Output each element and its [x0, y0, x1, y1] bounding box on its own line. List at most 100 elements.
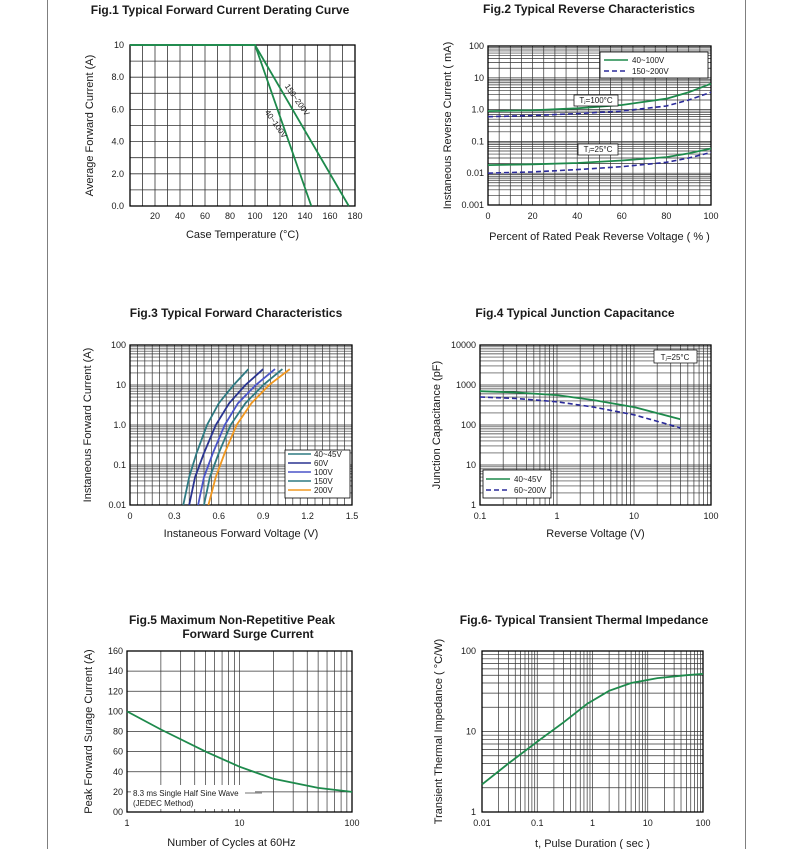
legend-label: 40~100V	[632, 56, 665, 65]
chart-title: Fig.5 Maximum Non-Repetitive Peak	[129, 613, 335, 627]
y-tick-label: 0.0	[111, 201, 124, 211]
chart-subtitle: Forward Surge Current	[182, 627, 313, 641]
y-tick-label: 10	[466, 727, 476, 737]
x-tick-label: 100	[247, 211, 262, 221]
plot-frame	[479, 344, 712, 506]
curve-label: 40~100V	[263, 108, 289, 140]
x-axis-label: Instaneous Forward Voltage (V)	[164, 528, 319, 540]
x-tick-label: 10	[643, 818, 653, 828]
x-axis-label: Case Temperature (°C)	[186, 229, 299, 241]
plot-frame	[129, 344, 353, 506]
y-axis-label: Junction Capacitance (pF)	[431, 361, 443, 489]
legend-box	[131, 785, 255, 809]
y-tick-label: 40	[113, 767, 123, 777]
legend-label: 150V	[314, 477, 333, 486]
plot-frame	[487, 45, 712, 206]
series-line-2	[479, 396, 681, 429]
x-tick-label: 100	[695, 818, 710, 828]
chart-title: Fig.2 Typical Reverse Characteristics	[483, 2, 695, 16]
y-tick-label: 0.001	[461, 200, 484, 210]
page-border-right	[745, 0, 746, 849]
legend-box	[482, 469, 552, 499]
series-line-2	[188, 368, 264, 506]
series-line-1	[481, 673, 704, 786]
x-tick-label: 10	[234, 818, 244, 828]
y-tick-label: 120	[108, 686, 123, 696]
series-line-3	[487, 147, 712, 166]
plot-frame	[481, 650, 704, 813]
chart-fig5: 1 10 100 00 20 40 60 80 100 120 140 160 Fig.5 Maximu…	[83, 613, 360, 849]
x-tick-label: 0.6	[213, 511, 226, 521]
annotation-label: Tⱼ=100°C	[579, 96, 613, 105]
y-tick-label: 100	[111, 340, 126, 350]
x-tick-label: 100	[703, 511, 718, 521]
series-line-5	[207, 368, 291, 506]
legend-label: 150~200V	[632, 67, 669, 76]
y-axis-label: Instaneous Forward Current (A)	[82, 348, 94, 503]
x-tick-label: 80	[661, 211, 671, 221]
x-tick-label: 0.1	[474, 511, 487, 521]
y-tick-label: 10	[116, 380, 126, 390]
legend-box	[599, 51, 709, 79]
x-axis-label: Number of Cycles at 60Hz	[167, 837, 295, 849]
x-tick-label: 20	[150, 211, 160, 221]
x-tick-label: 0.9	[257, 511, 270, 521]
y-tick-label: 0.1	[471, 136, 484, 146]
x-tick-label: 100	[344, 818, 359, 828]
x-tick-label: 180	[347, 211, 362, 221]
x-tick-label: 40	[572, 211, 582, 221]
chart-fig1: 20 40 60 80 100 120 140 160 180 0.0 2.0 4.0 6.0 8.0 10…	[84, 3, 363, 241]
y-tick-label: 10	[466, 460, 476, 470]
x-tick-label: 1	[590, 818, 595, 828]
x-tick-label: 80	[225, 211, 235, 221]
y-tick-label: 1	[471, 500, 476, 510]
chart-title: Fig.3 Typical Forward Characteristics	[130, 306, 343, 320]
legend-label: 8.3 ms Single Half Sine Wave	[133, 789, 239, 798]
series-line-1	[126, 710, 353, 793]
x-tick-label: 20	[528, 211, 538, 221]
chart-fig2: 0 20 40 60 80 100 0.001 0.01 0.1 1.0 10 100 Fig.2 Ty…	[442, 2, 719, 243]
annotation-box	[653, 349, 698, 364]
legend-label: 40~45V	[314, 450, 342, 459]
chart-fig3: 0 0.3 0.6 0.9 1.2 1.5 0.01 0.1 1.0 10 100 Fig.3 Typ…	[82, 306, 358, 540]
y-tick-label: 0.01	[466, 168, 484, 178]
plot-frame	[126, 650, 353, 813]
series-line-4	[203, 368, 283, 506]
x-tick-label: 1.5	[346, 511, 359, 521]
legend-label: 60~200V	[514, 486, 547, 495]
x-tick-label: 60	[617, 211, 627, 221]
x-axis-label: Percent of Rated Peak Reverse Voltage ( …	[489, 231, 710, 243]
y-axis-label: Peak Forward Surage Current (A)	[83, 649, 95, 813]
x-tick-label: 40	[175, 211, 185, 221]
series-line-2	[130, 44, 350, 207]
chart-fig6: 0.01 0.1 1 10 100 1 10 100 Fig.6- Typical Transi…	[433, 613, 711, 849]
y-tick-label: 80	[113, 727, 123, 737]
y-tick-label: 60	[113, 747, 123, 757]
annotation-box	[573, 94, 619, 107]
y-tick-label: 100	[461, 420, 476, 430]
y-tick-label: 10	[114, 40, 124, 50]
x-tick-label: 1	[124, 818, 129, 828]
y-tick-label: 0.1	[113, 460, 126, 470]
series-line-4	[487, 151, 712, 174]
y-tick-label: 100	[461, 646, 476, 656]
annotation-label: Tⱼ=25°C	[584, 145, 613, 154]
x-tick-label: 160	[322, 211, 337, 221]
y-tick-label: 1.0	[113, 420, 126, 430]
series-line-1	[479, 390, 681, 421]
chart-title: Fig.1 Typical Forward Current Derating C…	[91, 3, 350, 17]
legend-label: 40~45V	[514, 475, 542, 484]
y-axis-label: Average Forward Current (A)	[84, 55, 96, 197]
y-axis-label: Transient Thermal Impedance ( °C/W)	[433, 639, 445, 824]
x-tick-label: 1	[554, 511, 559, 521]
x-tick-label: 0.1	[531, 818, 544, 828]
series-line-1	[487, 82, 712, 112]
series-line-1	[182, 368, 250, 506]
y-tick-label: 8.0	[111, 72, 124, 82]
y-tick-label: 140	[108, 666, 123, 676]
y-tick-label: 0.01	[108, 500, 126, 510]
x-tick-label: 140	[297, 211, 312, 221]
y-axis-label: Instaneous Reverse Current ( mA)	[442, 42, 454, 210]
y-tick-label: 4.0	[111, 137, 124, 147]
